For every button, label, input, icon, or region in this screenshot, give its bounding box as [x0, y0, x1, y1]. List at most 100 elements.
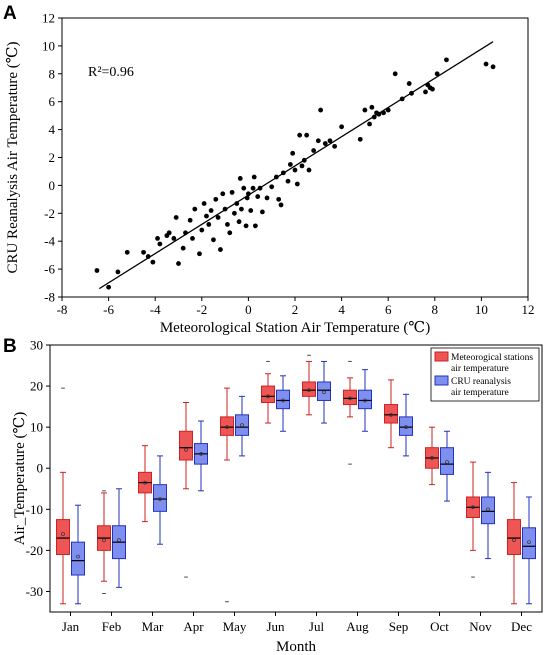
scatter-point-47 [255, 194, 261, 199]
box-oct-series-1 [440, 430, 454, 502]
scatter-point-58 [290, 150, 296, 156]
box-body [235, 414, 249, 436]
box-mar-series-0 [138, 445, 152, 523]
x-tick-label-a: -6 [103, 302, 114, 317]
plot-frame-b [49, 344, 543, 613]
scatter-point-66 [311, 148, 317, 153]
box-feb-series-1 [112, 488, 126, 588]
scatter-point-23 [206, 222, 212, 227]
scatter-point-91 [444, 57, 449, 63]
x-tick-label-mar: Mar [142, 619, 164, 634]
box-jan-series-0 [56, 387, 70, 605]
scatter-point-74 [362, 107, 368, 113]
box-body [384, 404, 398, 424]
scatter-point-65 [306, 167, 312, 173]
y-tick-label-a: 12 [42, 11, 55, 26]
box-apr-series-0 [179, 402, 193, 578]
scatter-point-19 [197, 251, 202, 257]
scatter-point-10 [166, 230, 172, 236]
y-tick-label-a: -6 [44, 262, 55, 277]
legend-label-1: CRU reanalysis [451, 377, 511, 387]
scatter-panel-a: A -8 -6 -4 -2 0 2 4 6 8 10 12 -8 -6 -4 -2 0 2 4 6 8 10 12 R²=… [3, 3, 535, 336]
panel-letter-a: A [3, 3, 17, 24]
scatter-point-7 [155, 236, 160, 241]
scatter-point-14 [180, 245, 186, 251]
scatter-point-43 [248, 208, 254, 213]
scatter-point-18 [192, 206, 198, 212]
box-may-series-0 [220, 387, 234, 603]
box-oct-series-0 [425, 426, 439, 486]
scatter-point-16 [187, 217, 193, 223]
y-tick-label-a: 6 [49, 94, 56, 109]
y-tick-label-b: 0 [37, 461, 44, 476]
box-jun-series-1 [276, 375, 290, 432]
mean-marker [486, 507, 490, 512]
scatter-point-20 [199, 227, 205, 233]
scatter-point-0 [94, 268, 100, 273]
box-sep-series-0 [384, 379, 398, 449]
legend-label-1: air temperature [451, 388, 509, 398]
box-dec-series-1 [522, 496, 536, 605]
y-tick-label-a: 8 [49, 66, 56, 81]
scatter-point-67 [315, 138, 321, 144]
scatter-point-4 [141, 249, 146, 255]
scatter-point-32 [227, 230, 233, 236]
y-axis-title-a: CRU Reanalysis Air Temperature (℃) [5, 41, 21, 273]
box-nov-series-0 [466, 461, 480, 578]
scatter-point-86 [423, 89, 428, 95]
y-axis-title-b: Air_Temperature (℃) [12, 412, 28, 546]
box-body [302, 381, 316, 397]
box-body [56, 519, 70, 555]
mean-marker [76, 554, 80, 559]
y-tick-label-a: -8 [44, 290, 55, 305]
scatter-point-90 [434, 71, 440, 77]
mean-marker [348, 396, 352, 401]
box-body [440, 447, 454, 475]
scatter-point-46 [252, 223, 258, 229]
scatter-point-50 [264, 195, 270, 201]
y-tick-label-b: 10 [30, 420, 43, 435]
y-tick-label-a: 4 [49, 122, 56, 137]
x-tick-label-nov: Nov [469, 619, 492, 634]
scatter-point-57 [287, 162, 293, 167]
x-tick-label-feb: Feb [102, 619, 122, 634]
x-tick-label-a: 8 [432, 302, 439, 317]
mean-marker [225, 425, 229, 430]
scatter-point-68 [318, 107, 324, 113]
scatter-point-17 [190, 236, 195, 241]
mean-marker [240, 423, 244, 427]
box-body [71, 541, 85, 576]
box-body [261, 385, 275, 404]
box-body [153, 484, 167, 512]
scatter-point-51 [269, 184, 275, 190]
x-tick-label-a: 10 [475, 302, 488, 317]
scatter-point-76 [369, 104, 375, 110]
y-tick-label-b: -30 [26, 584, 43, 599]
mean-marker [158, 497, 162, 501]
x-tick-label-jan: Jan [62, 619, 80, 634]
scatter-point-29 [220, 191, 226, 197]
x-tick-label-a: 12 [522, 302, 535, 317]
box-body [220, 416, 234, 436]
scatter-point-28 [218, 247, 223, 252]
mean-marker [184, 447, 188, 452]
scatter-point-39 [241, 185, 247, 191]
scatter-point-92 [483, 61, 489, 67]
boxplot-panel-b: B Jan Feb Mar Apr May Jun Jul Aug Sep Oct Nov Dec -3… [3, 336, 543, 655]
box-mar-series-1 [153, 455, 167, 545]
mean-marker [307, 388, 311, 393]
scatter-point-27 [215, 215, 221, 220]
legend-swatch-1 [434, 375, 449, 386]
box-body [317, 381, 331, 401]
regression-line [98, 41, 494, 290]
x-tick-label-a: 0 [245, 302, 252, 317]
scatter-point-61 [297, 132, 303, 138]
scatter-point-69 [322, 141, 328, 146]
mean-marker [117, 538, 121, 542]
panel-letter-b: B [3, 336, 17, 357]
mean-marker [266, 394, 270, 399]
legend-label-0: Meteorogical stations [451, 353, 533, 363]
box-dec-series-0 [507, 482, 521, 605]
scatter-point-56 [285, 178, 291, 184]
plot-frame-a [61, 17, 529, 298]
